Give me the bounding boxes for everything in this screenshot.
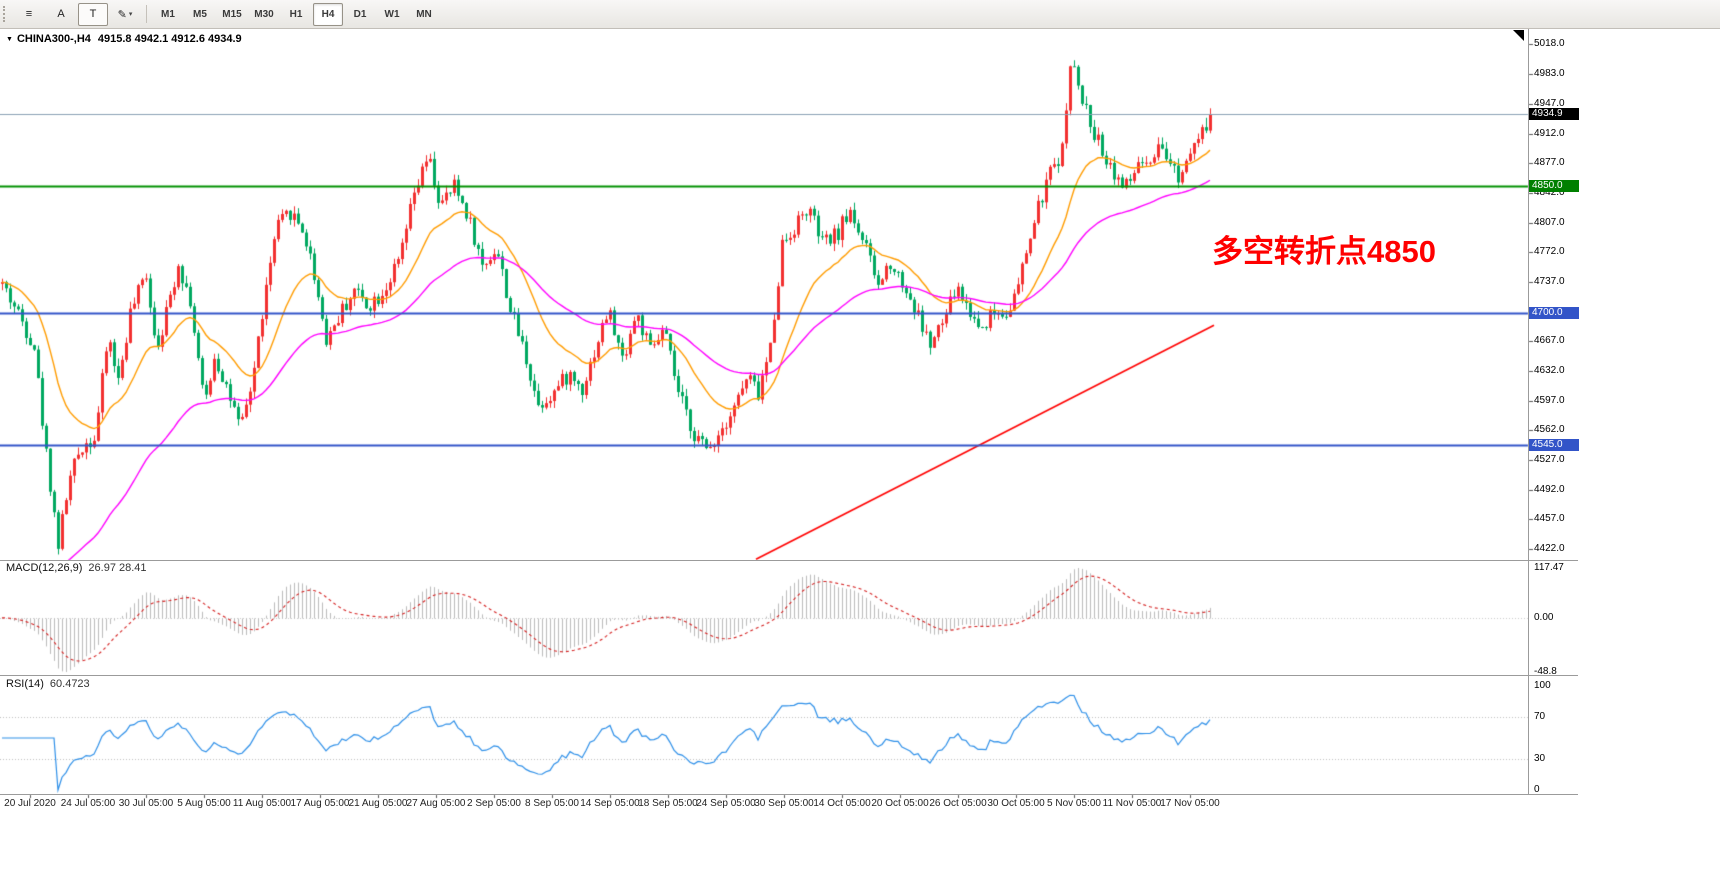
timeframe-m1[interactable]: M1 bbox=[161, 8, 175, 20]
rsi-axis-label: 0 bbox=[1534, 784, 1540, 795]
chart-title: ▼ CHINA300-,H4 4915.8 4942.1 4912.6 4934.9 bbox=[6, 33, 242, 45]
panel-separator-macd[interactable] bbox=[0, 560, 1578, 561]
macd-name: MACD(12,26,9) bbox=[6, 562, 83, 574]
timeframe-mn[interactable]: MN bbox=[416, 8, 432, 20]
chart-canvas[interactable] bbox=[0, 28, 1578, 812]
rsi-axis-label: 70 bbox=[1534, 711, 1546, 723]
chart-window-icon-glyph: ≡ bbox=[25, 8, 33, 20]
price-line-tag: 4850.0 bbox=[1529, 180, 1579, 193]
time-axis-label: 11 Aug 05:00 bbox=[232, 798, 292, 809]
toolbar-grip[interactable] bbox=[3, 6, 8, 22]
price-tick-label: 4422.0 bbox=[1534, 543, 1565, 554]
drawing-tools-group: ≡ A T ✎ ▾ bbox=[13, 0, 141, 28]
time-axis-label: 21 Aug 05:00 bbox=[348, 798, 408, 809]
time-axis-label: 24 Jul 05:00 bbox=[60, 798, 116, 809]
time-axis-label: 27 Aug 05:00 bbox=[406, 798, 466, 809]
rsi-axis-label: 30 bbox=[1534, 752, 1546, 764]
chevron-down-icon: ▾ bbox=[128, 11, 133, 18]
price-tick-label: 4492.0 bbox=[1534, 483, 1565, 495]
price-tick-label: 4983.0 bbox=[1534, 67, 1565, 79]
price-tick-label: 4842.0 bbox=[1534, 187, 1565, 199]
price-axis-border bbox=[1528, 28, 1529, 794]
timeframes-group: M1 M5 M15 M30 H1 H4 D1 W1 MN bbox=[152, 0, 440, 28]
text-tool[interactable]: T bbox=[78, 2, 108, 26]
time-axis-label: 30 Oct 05:00 bbox=[987, 798, 1045, 809]
time-axis-label: 20 Oct 05:00 bbox=[871, 798, 929, 809]
price-tick-label: 4457.0 bbox=[1534, 513, 1565, 525]
timeframe-m5[interactable]: M5 bbox=[193, 8, 207, 20]
timeframe-d1[interactable]: D1 bbox=[353, 8, 367, 20]
panel-separator-rsi[interactable] bbox=[0, 675, 1578, 676]
rsi-value: 60.4723 bbox=[49, 678, 90, 690]
timeframe-w1[interactable]: W1 bbox=[384, 8, 400, 20]
price-tick-label: 4667.0 bbox=[1534, 335, 1565, 347]
price-tick-label: 4562.0 bbox=[1534, 424, 1565, 436]
timeframe-h1[interactable]: H1 bbox=[289, 8, 303, 20]
time-axis-label: 5 Aug 05:00 bbox=[177, 798, 231, 809]
time-axis-label: 20 Jul 2020 bbox=[4, 798, 56, 809]
time-axis-label: 17 Aug 05:00 bbox=[290, 798, 350, 809]
macd-values: 26.97 28.41 bbox=[88, 562, 147, 574]
time-axis-border bbox=[0, 794, 1578, 795]
price-tick-label: 5018.0 bbox=[1534, 38, 1565, 49]
text-tool-glyph: T bbox=[89, 8, 97, 20]
price-tick-label: 4737.0 bbox=[1534, 276, 1565, 288]
macd-axis-label: 0.00 bbox=[1534, 611, 1554, 623]
price-line-tag: 4700.0 bbox=[1529, 307, 1579, 320]
rsi-label: RSI(14) 60.4723 bbox=[6, 678, 90, 690]
arrow-tool[interactable]: A bbox=[46, 3, 76, 26]
price-tick-label: 4527.0 bbox=[1534, 454, 1565, 466]
chart-window-icon[interactable]: ≡ bbox=[14, 3, 44, 26]
chart-shift-marker[interactable] bbox=[1513, 30, 1524, 41]
chart-annotation[interactable]: 多空转折点4850 bbox=[1212, 234, 1436, 269]
ohlc-values: 4915.8 4942.1 4912.6 4934.9 bbox=[97, 33, 242, 45]
macd-axis-label: 117.47 bbox=[1534, 562, 1564, 573]
timeframe-m30[interactable]: M30 bbox=[254, 8, 274, 20]
price-tick-label: 4597.0 bbox=[1534, 394, 1565, 406]
time-axis-label: 5 Nov 05:00 bbox=[1047, 798, 1101, 809]
draw-tool-glyph: ✎ bbox=[117, 8, 127, 21]
toolbar-separator bbox=[146, 5, 147, 23]
time-axis-label: 14 Sep 05:00 bbox=[580, 798, 640, 809]
time-axis-label: 24 Sep 05:00 bbox=[696, 798, 756, 809]
price-tick-label: 4807.0 bbox=[1534, 216, 1565, 228]
macd-axis-label: -48.8 bbox=[1534, 666, 1557, 677]
time-axis-label: 2 Sep 05:00 bbox=[467, 798, 521, 809]
symbol-period-label: CHINA300-,H4 bbox=[16, 33, 91, 45]
price-line-tag: 4934.9 bbox=[1529, 108, 1579, 121]
time-axis-label: 8 Sep 05:00 bbox=[525, 798, 579, 809]
price-tick-label: 4632.0 bbox=[1534, 365, 1565, 377]
price-line-tag: 4545.0 bbox=[1529, 438, 1579, 451]
time-axis-label: 11 Nov 05:00 bbox=[1102, 798, 1162, 809]
time-axis-label: 26 Oct 05:00 bbox=[929, 798, 987, 809]
toolbar: ≡ A T ✎ ▾ M1 M5 M15 M30 H1 H4 D1 W1 MN bbox=[0, 0, 1720, 29]
time-axis-label: 30 Jul 05:00 bbox=[118, 798, 174, 809]
price-tick-label: 4947.0 bbox=[1534, 98, 1565, 110]
time-axis-label: 18 Sep 05:00 bbox=[638, 798, 698, 809]
draw-tool[interactable]: ✎ ▾ bbox=[110, 3, 140, 26]
price-tick-label: 4877.0 bbox=[1534, 157, 1565, 169]
timeframe-m15[interactable]: M15 bbox=[222, 8, 242, 20]
symbol-dropdown-icon[interactable]: ▼ bbox=[6, 36, 13, 43]
time-axis-label: 17 Nov 05:00 bbox=[1160, 798, 1220, 809]
arrow-tool-glyph: A bbox=[57, 8, 65, 20]
price-tick-label: 4772.0 bbox=[1534, 246, 1565, 258]
timeframe-h4[interactable]: H4 bbox=[313, 2, 343, 26]
time-axis-label: 14 Oct 05:00 bbox=[813, 798, 871, 809]
rsi-name: RSI(14) bbox=[6, 678, 44, 690]
time-axis-label: 30 Sep 05:00 bbox=[754, 798, 814, 809]
price-tick-label: 4912.0 bbox=[1534, 127, 1565, 139]
rsi-axis-label: 100 bbox=[1534, 680, 1551, 691]
macd-label: MACD(12,26,9) 26.97 28.41 bbox=[6, 562, 147, 574]
